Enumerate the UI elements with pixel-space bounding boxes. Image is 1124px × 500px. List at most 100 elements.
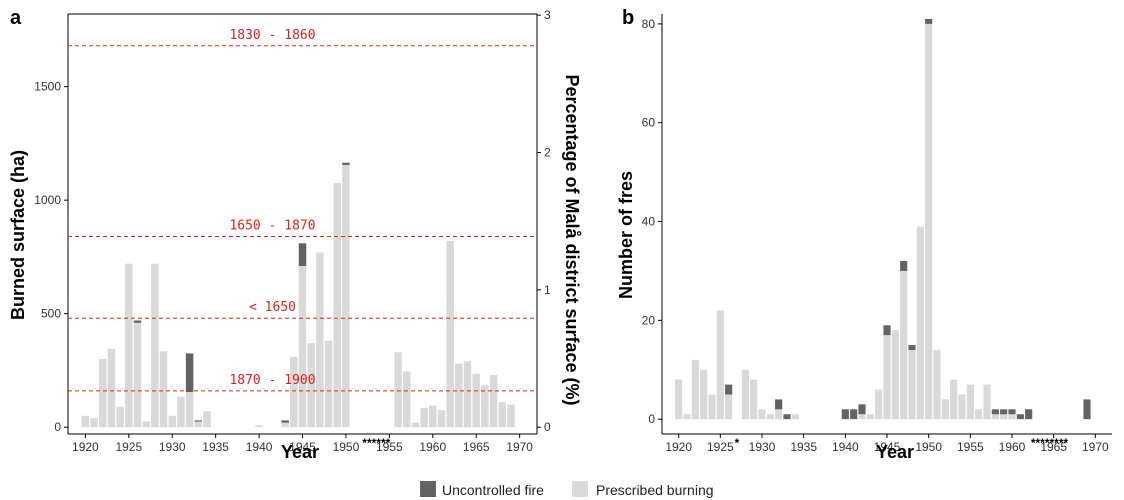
bar-prescribed-1920 <box>675 379 683 420</box>
bar-uncontrolled-1962 <box>1025 409 1033 420</box>
bar-prescribed-1924 <box>708 394 716 420</box>
bar-prescribed-1932 <box>775 409 783 420</box>
y-tick-label: 0 <box>648 412 655 426</box>
bar-prescribed-1957 <box>983 384 991 420</box>
bar-prescribed-1928 <box>151 263 159 428</box>
bar-prescribed-1955 <box>966 384 974 420</box>
bar-uncontrolled-1960 <box>1008 409 1016 415</box>
bar-uncontrolled-1926 <box>133 320 142 323</box>
x-tick-label: 1970 <box>1082 440 1109 454</box>
bar-prescribed-1964 <box>463 361 472 428</box>
panel-b-tag: b <box>622 7 634 29</box>
x-tick-label: 1925 <box>115 440 142 454</box>
x-tick-label: 1965 <box>1040 440 1067 454</box>
bar-prescribed-1925 <box>125 263 133 428</box>
bar-prescribed-1950 <box>925 23 933 420</box>
bar-uncontrolled-1942 <box>858 404 866 415</box>
bar-prescribed-1948 <box>324 340 333 428</box>
bar-prescribed-1958 <box>991 414 999 420</box>
x-tick-label: 1955 <box>376 440 403 454</box>
bar-prescribed-1943 <box>281 422 289 428</box>
x-tick-label: 1920 <box>665 440 692 454</box>
bar-uncontrolled-1932 <box>185 353 194 392</box>
bar-prescribed-1929 <box>159 351 168 428</box>
bar-uncontrolled-1941 <box>850 409 858 420</box>
reference-line-label-1: 1650 - 1870 <box>229 218 315 233</box>
panel-a-y2-title: Percentage of Malå district surface (%) <box>562 74 582 405</box>
panel-a-tag: a <box>10 7 22 29</box>
bar-uncontrolled-1932 <box>775 399 783 410</box>
bar-prescribed-1956 <box>394 352 402 428</box>
panel-a-x-title: Year <box>281 442 319 462</box>
y2-tick-label: 3 <box>544 8 551 22</box>
panel-a-chart: 1920 1925 1930 1935 1940 1945 1950 1955 1960 1965… <box>34 8 551 454</box>
bar-prescribed-1921 <box>90 418 98 428</box>
bar-prescribed-1951 <box>933 350 941 420</box>
bar-prescribed-1922 <box>99 359 107 428</box>
bar-prescribed-1960 <box>429 405 437 428</box>
bar-prescribed-1949 <box>333 183 341 428</box>
bar-prescribed-1959 <box>1000 414 1008 420</box>
x-tick-label: 1955 <box>957 440 984 454</box>
bar-prescribed-1943 <box>866 414 874 420</box>
bar-uncontrolled-1933 <box>194 420 203 422</box>
bar-uncontrolled-1945 <box>883 325 891 336</box>
bar-prescribed-1932 <box>185 392 194 428</box>
panel-b-chart: 1920 1925 1930 1935 1940 1945 1950 1955 1960 1965… <box>642 14 1112 454</box>
bar-prescribed-1969 <box>507 404 515 428</box>
bar-prescribed-1926 <box>725 394 733 420</box>
bar-prescribed-1960 <box>1008 414 1016 420</box>
bar-prescribed-1921 <box>683 414 691 420</box>
y-tick-label: 1000 <box>34 193 61 207</box>
bar-prescribed-1952 <box>941 399 949 420</box>
x-tick-label: 1930 <box>749 440 776 454</box>
legend-label-prescribed: Prescribed burning <box>596 482 714 498</box>
bar-prescribed-1956 <box>975 409 983 420</box>
y2-tick-label: 0 <box>544 420 551 434</box>
panel-b-x-title: Year <box>876 442 914 462</box>
bar-prescribed-1931 <box>177 396 185 428</box>
bar-prescribed-1949 <box>916 226 924 420</box>
reference-lines: 1830 - 1860 1650 - 1870 < 1650 1870 - 1900 <box>68 28 537 392</box>
bar-prescribed-1968 <box>498 402 506 428</box>
bar-prescribed-1959 <box>420 407 428 428</box>
bar-uncontrolled-1958 <box>991 409 999 415</box>
bar-prescribed-1945 <box>883 335 891 420</box>
bar-prescribed-1933 <box>194 421 203 428</box>
bar-prescribed-1930 <box>168 415 176 428</box>
reference-line-label-0: 1830 - 1860 <box>229 28 315 43</box>
bar-prescribed-1944 <box>875 389 883 420</box>
bar-uncontrolled-1926 <box>725 384 733 395</box>
y-tick-label: 20 <box>642 313 656 327</box>
bar-prescribed-1923 <box>107 348 116 428</box>
panel-a-y-title: Burned surface (ha) <box>8 150 28 320</box>
bar-prescribed-1924 <box>116 406 124 428</box>
bar-prescribed-1931 <box>766 414 774 420</box>
bar-prescribed-1944 <box>290 356 298 428</box>
bar-prescribed-1942 <box>858 414 866 420</box>
bar-prescribed-1920 <box>81 415 90 428</box>
bar-prescribed-1928 <box>741 369 749 420</box>
bar-prescribed-1957 <box>402 371 411 428</box>
panel-b-y-title: Number of fres <box>616 171 636 299</box>
bar-prescribed-1966 <box>481 385 489 428</box>
bar-prescribed-1950 <box>342 164 350 428</box>
bar-prescribed-1948 <box>908 350 916 420</box>
x-tick-label: 1945 <box>874 440 901 454</box>
x-tick-label: 1920 <box>72 440 99 454</box>
bar-prescribed-1954 <box>958 394 966 420</box>
bar-uncontrolled-1945 <box>298 243 307 266</box>
x-tick-label: 1935 <box>790 440 817 454</box>
x-tick-label: 1945 <box>289 440 316 454</box>
y-tick-label: 0 <box>54 420 61 434</box>
x-tick-label: 1970 <box>506 440 533 454</box>
bar-prescribed-1967 <box>489 374 498 428</box>
x-tick-label: 1940 <box>832 440 859 454</box>
x-tick-label: 1925 <box>707 440 734 454</box>
bar-prescribed-1962 <box>446 241 454 428</box>
bar-prescribed-1923 <box>700 369 708 420</box>
bar-prescribed-1963 <box>455 363 463 428</box>
y-tick-label: 60 <box>642 116 656 130</box>
bar-uncontrolled-1969 <box>1083 399 1091 420</box>
